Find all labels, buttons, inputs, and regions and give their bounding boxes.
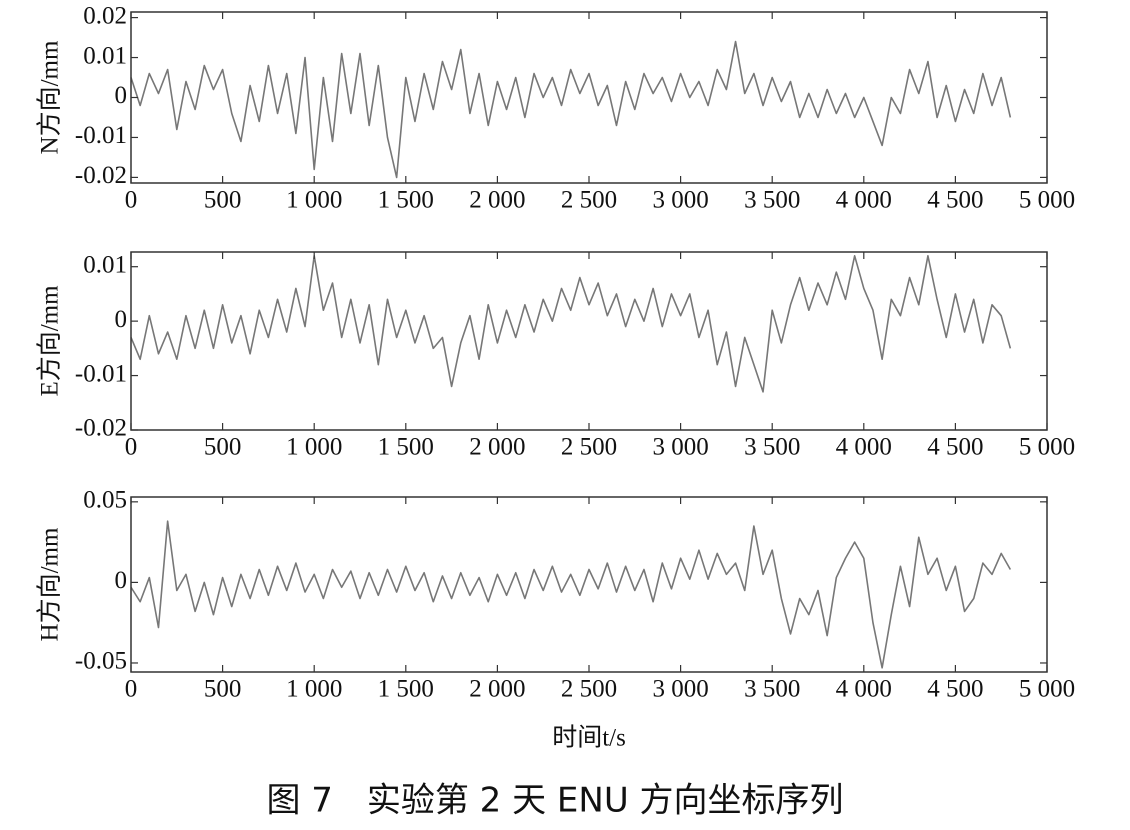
x-tick-label: 5 000 xyxy=(1019,434,1075,461)
x-tick-label: 4 500 xyxy=(927,187,983,214)
x-axis-label: 时间t/s xyxy=(552,724,626,752)
y-axis-label: H方向/mm xyxy=(36,527,64,641)
x-tick-label: 2 500 xyxy=(561,187,617,214)
x-tick-label: 1 500 xyxy=(378,187,434,214)
x-tick-label: 3 000 xyxy=(652,187,708,214)
y-tick-label: -0.01 xyxy=(75,360,127,387)
y-tick-label: 0.02 xyxy=(83,2,127,29)
y-axis-label: E方向/mm xyxy=(36,285,64,397)
data-line xyxy=(130,255,1012,393)
x-tick-label: 4 500 xyxy=(927,434,983,461)
x-tick-label: 0 xyxy=(125,187,138,214)
x-tick-label: 5 000 xyxy=(1019,187,1075,214)
data-line xyxy=(130,40,1012,179)
y-tick-label: -0.05 xyxy=(75,648,127,675)
y-tick-label: 0 xyxy=(115,567,128,594)
x-tick-label: 0 xyxy=(125,434,138,461)
x-tick-label: 3 000 xyxy=(652,434,708,461)
x-tick-label: 4 000 xyxy=(836,187,892,214)
plot-frame xyxy=(130,11,1048,184)
x-tick-label: 3 500 xyxy=(744,434,800,461)
x-tick-label: 4 000 xyxy=(836,434,892,461)
y-tick-label: 0.01 xyxy=(83,251,127,278)
x-tick-label: 2 000 xyxy=(469,434,525,461)
x-tick-label: 2 000 xyxy=(469,676,525,703)
x-tick-label: 1 000 xyxy=(286,676,342,703)
x-tick-label: 1 000 xyxy=(286,434,342,461)
x-tick-label: 1 500 xyxy=(378,676,434,703)
y-axis-label: N方向/mm xyxy=(36,40,64,154)
y-tick-label: 0 xyxy=(115,306,128,333)
x-tick-label: 1 500 xyxy=(378,434,434,461)
x-tick-label: 5 000 xyxy=(1019,676,1075,703)
x-tick-label: 4 500 xyxy=(927,676,983,703)
x-tick-label: 2 500 xyxy=(561,676,617,703)
x-tick-label: 2 500 xyxy=(561,434,617,461)
y-tick-label: 0 xyxy=(115,82,128,109)
x-tick-label: 4 000 xyxy=(836,676,892,703)
x-tick-label: 500 xyxy=(204,434,242,461)
figure-caption: 图 7 实验第 2 天 ENU 方向坐标序列 xyxy=(266,781,843,821)
x-tick-label: 3 000 xyxy=(652,676,708,703)
x-tick-label: 3 500 xyxy=(744,187,800,214)
y-tick-label: -0.01 xyxy=(75,122,127,149)
y-tick-label: 0.05 xyxy=(83,487,127,514)
x-tick-label: 500 xyxy=(204,187,242,214)
x-tick-label: 2 000 xyxy=(469,187,525,214)
x-tick-label: 1 000 xyxy=(286,187,342,214)
y-tick-label: -0.02 xyxy=(75,415,127,442)
plot-frame xyxy=(130,496,1048,673)
data-line xyxy=(130,520,1012,669)
y-tick-label: -0.02 xyxy=(75,162,127,189)
x-tick-label: 3 500 xyxy=(744,676,800,703)
x-tick-label: 500 xyxy=(204,676,242,703)
x-tick-label: 0 xyxy=(125,676,138,703)
y-tick-label: 0.01 xyxy=(83,42,127,69)
